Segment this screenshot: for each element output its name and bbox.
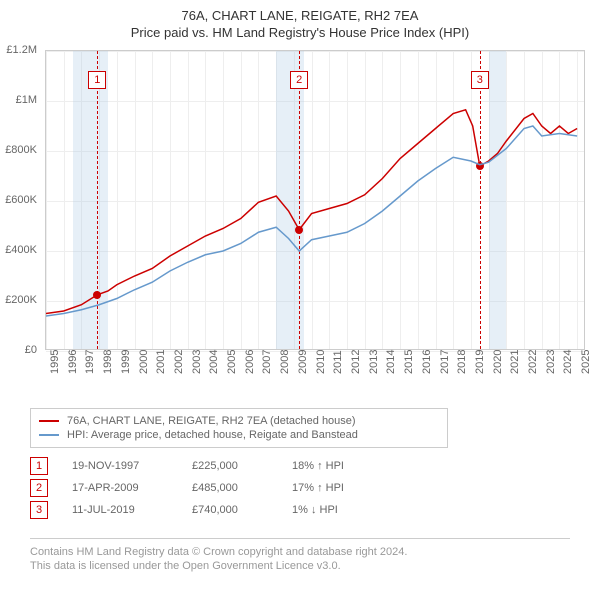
chart-title: 76A, CHART LANE, REIGATE, RH2 7EA [0,8,600,23]
x-tick-label: 2017 [439,350,451,374]
x-tick-label: 2004 [208,350,220,374]
x-tick-label: 2025 [580,350,592,374]
x-tick-label: 2023 [545,350,557,374]
footer-line: This data is licensed under the Open Gov… [30,559,570,573]
x-tick-label: 1995 [49,350,61,374]
x-tick-label: 2011 [332,350,344,374]
x-axis-labels: 1995 1996 1997 1998 1999 2000 2001 2002 2003 2004… [45,352,585,402]
y-tick-label: £800K [5,144,37,156]
x-tick-label: 2007 [261,350,273,374]
x-tick-label: 1996 [67,350,79,374]
event-row: 217-APR-2009£485,00017% ↑ HPI [30,477,392,499]
x-tick-label: 2006 [244,350,256,374]
x-tick-label: 1998 [102,350,114,374]
x-tick-label: 2000 [138,350,150,374]
x-tick-label: 2010 [315,350,327,374]
x-tick-label: 2021 [509,350,521,374]
y-axis-labels: £0£200K£400K£600K£800K£1M£1.2M [0,50,40,350]
x-tick-label: 1999 [120,350,132,374]
x-tick-label: 2014 [385,350,397,374]
x-tick-label: 2003 [191,350,203,374]
x-tick-label: 2015 [403,350,415,374]
x-tick-label: 2012 [350,350,362,374]
event-row: 311-JUL-2019£740,0001% ↓ HPI [30,499,392,521]
y-tick-label: £1.2M [6,44,37,56]
x-tick-label: 2020 [492,350,504,374]
x-tick-label: 2016 [421,350,433,374]
chart-plot-area: 123 [45,50,585,350]
legend-item: HPI: Average price, detached house, Reig… [39,429,439,441]
footer-attribution: Contains HM Land Registry data © Crown c… [30,538,570,574]
events-table: 119-NOV-1997£225,00018% ↑ HPI217-APR-200… [30,455,392,521]
x-tick-label: 2018 [456,350,468,374]
y-tick-label: £0 [25,344,37,356]
chart-subtitle: Price paid vs. HM Land Registry's House … [0,25,600,40]
x-tick-label: 2019 [474,350,486,374]
x-tick-label: 2008 [279,350,291,374]
y-tick-label: £200K [5,294,37,306]
x-tick-label: 2001 [155,350,167,374]
legend-item: 76A, CHART LANE, REIGATE, RH2 7EA (detac… [39,415,439,427]
y-tick-label: £400K [5,244,37,256]
y-tick-label: £1M [16,94,37,106]
x-tick-label: 2002 [173,350,185,374]
x-tick-label: 2009 [297,350,309,374]
x-tick-label: 2005 [226,350,238,374]
legend: 76A, CHART LANE, REIGATE, RH2 7EA (detac… [30,408,448,448]
event-row: 119-NOV-1997£225,00018% ↑ HPI [30,455,392,477]
x-tick-label: 2024 [562,350,574,374]
footer-line: Contains HM Land Registry data © Crown c… [30,545,570,559]
x-tick-label: 2022 [527,350,539,374]
y-tick-label: £600K [5,194,37,206]
x-tick-label: 1997 [84,350,96,374]
x-tick-label: 2013 [368,350,380,374]
